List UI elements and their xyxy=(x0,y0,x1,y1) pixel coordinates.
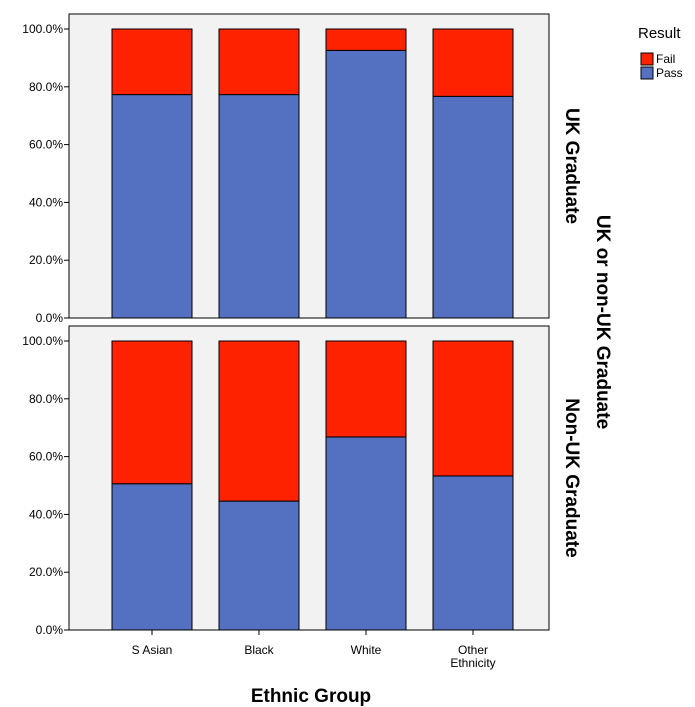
y-tick-label: 0.0% xyxy=(36,311,64,325)
bar-non-uk-graduate-s-asian-pass xyxy=(111,483,193,631)
bar-uk-graduate-other-ethnicity-fail xyxy=(432,28,514,97)
bar-non-uk-graduate-black-pass xyxy=(218,500,300,631)
legend-swatch-fail xyxy=(640,52,654,66)
bar-non-uk-graduate-black-fail xyxy=(218,340,300,502)
bar-uk-graduate-white-pass xyxy=(325,49,407,319)
bar-uk-graduate-black-fail xyxy=(218,28,300,96)
legend-title: Result xyxy=(638,25,681,42)
legend-label-pass: Pass xyxy=(656,66,683,80)
y-tick-label: 60.0% xyxy=(29,138,63,152)
x-tick-label-other-ethnicity: Other Ethnicity xyxy=(450,643,495,670)
bar-non-uk-graduate-other-ethnicity-pass xyxy=(432,475,514,631)
legend-label-fail: Fail xyxy=(656,52,675,66)
bar-non-uk-graduate-s-asian-fail xyxy=(111,340,193,485)
bar-non-uk-graduate-white-fail xyxy=(325,340,407,438)
panels-layer: 0.0% 20.0% 40.0% 60.0% 80.0% 100.0% UK Graduat… xyxy=(22,13,582,670)
bar-uk-graduate-s-asian-pass xyxy=(111,94,193,319)
y-tick-label: 100.0% xyxy=(22,334,63,348)
y-tick-label: 0.0% xyxy=(36,623,64,637)
bar-uk-graduate-white-fail xyxy=(325,28,407,51)
x-tick-label-s-asian: S Asian xyxy=(132,643,173,657)
bar-uk-graduate-other-ethnicity-pass xyxy=(432,95,514,319)
bar-uk-graduate-black-pass xyxy=(218,94,300,319)
y-tick-label: 80.0% xyxy=(29,392,63,406)
y-tick-label: 40.0% xyxy=(29,195,63,209)
x-tick-label-white: White xyxy=(351,643,382,657)
y-tick-label: 80.0% xyxy=(29,80,63,94)
y-tick-label: 60.0% xyxy=(29,450,63,464)
y-tick-label: 20.0% xyxy=(29,253,63,267)
panel-uk-graduate: 0.0% 20.0% 40.0% 60.0% 80.0% 100.0% UK Graduat… xyxy=(22,13,582,325)
x-tick-label-black: Black xyxy=(244,643,274,657)
bar-non-uk-graduate-white-pass xyxy=(325,436,407,631)
y-tick-label: 40.0% xyxy=(29,507,63,521)
y-tick-label: 100.0% xyxy=(22,22,63,36)
y-tick-label: 20.0% xyxy=(29,565,63,579)
bar-uk-graduate-s-asian-fail xyxy=(111,28,193,96)
legend-swatch-pass xyxy=(640,66,654,80)
bar-non-uk-graduate-other-ethnicity-fail xyxy=(432,340,514,477)
facet-axis-title: UK or non-UK Graduate xyxy=(592,215,613,429)
panel-non-uk-graduate: 0.0% 20.0% 40.0% 60.0% 80.0% 100.0% Non-UK Gra… xyxy=(22,325,582,670)
panel-label-uk-graduate: UK Graduate xyxy=(561,108,582,224)
x-axis-title: Ethnic Group xyxy=(251,686,371,707)
panel-label-non-uk-graduate: Non-UK Graduate xyxy=(561,398,582,557)
